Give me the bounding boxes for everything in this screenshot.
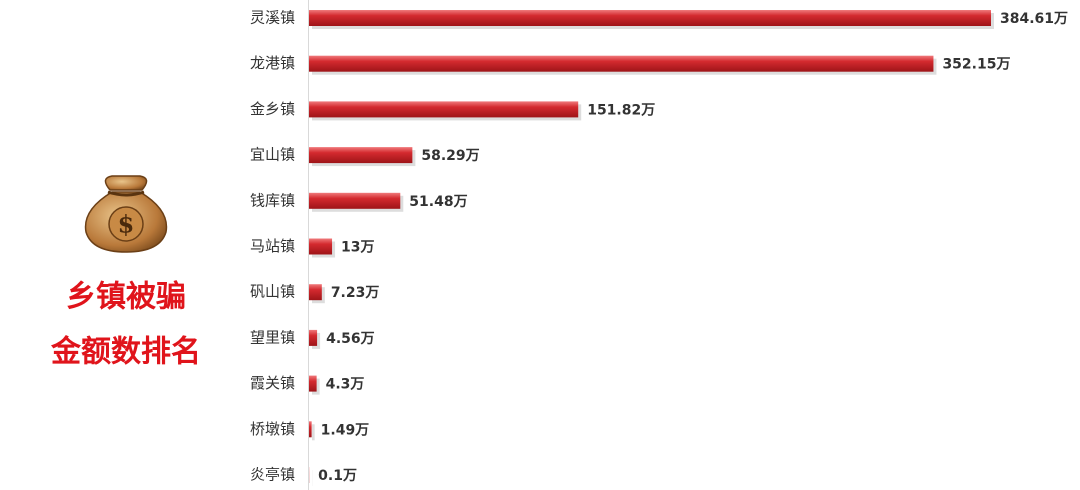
value-label: 7.23万: [331, 285, 380, 301]
value-label: 4.56万: [326, 331, 375, 347]
bar-shadow: [312, 424, 315, 441]
money-bag-icon: $: [84, 175, 168, 253]
bar: [309, 421, 312, 438]
value-label: 352.15万: [942, 57, 1010, 73]
category-label: 金乡镇: [250, 100, 295, 118]
bar: [309, 284, 322, 301]
bar: [309, 55, 934, 72]
bar: [309, 329, 318, 346]
category-label: 霞关镇: [250, 374, 295, 392]
category-label: 马站镇: [250, 237, 295, 255]
category-label: 望里镇: [250, 328, 295, 346]
category-label: 宜山镇: [250, 146, 295, 164]
category-label: 矾山镇: [250, 283, 295, 301]
category-label: 龙港镇: [250, 54, 295, 72]
bar: [309, 101, 579, 118]
value-label: 0.1万: [318, 468, 357, 484]
value-label: 151.82万: [587, 102, 655, 118]
value-label: 384.61万: [1000, 11, 1068, 27]
category-label: 钱库镇: [250, 191, 295, 209]
value-label: 1.49万: [321, 422, 370, 438]
category-label: 桥墩镇: [250, 420, 295, 438]
bar: [309, 10, 991, 26]
chart-title: 乡镇被骗: [66, 280, 186, 315]
chart-title: 金额数排名: [50, 335, 201, 370]
bar: [309, 147, 413, 164]
value-label: 4.3万: [326, 377, 365, 393]
value-label: 51.48万: [409, 194, 467, 210]
category-label: 炎亭镇: [250, 466, 295, 484]
bar: [309, 375, 317, 392]
value-label: 58.29万: [421, 148, 479, 164]
value-label: 13万: [341, 240, 374, 256]
svg-text:$: $: [118, 210, 135, 239]
category-label: 灵溪镇: [250, 9, 295, 27]
bar: [309, 192, 401, 209]
bar: [309, 238, 333, 255]
